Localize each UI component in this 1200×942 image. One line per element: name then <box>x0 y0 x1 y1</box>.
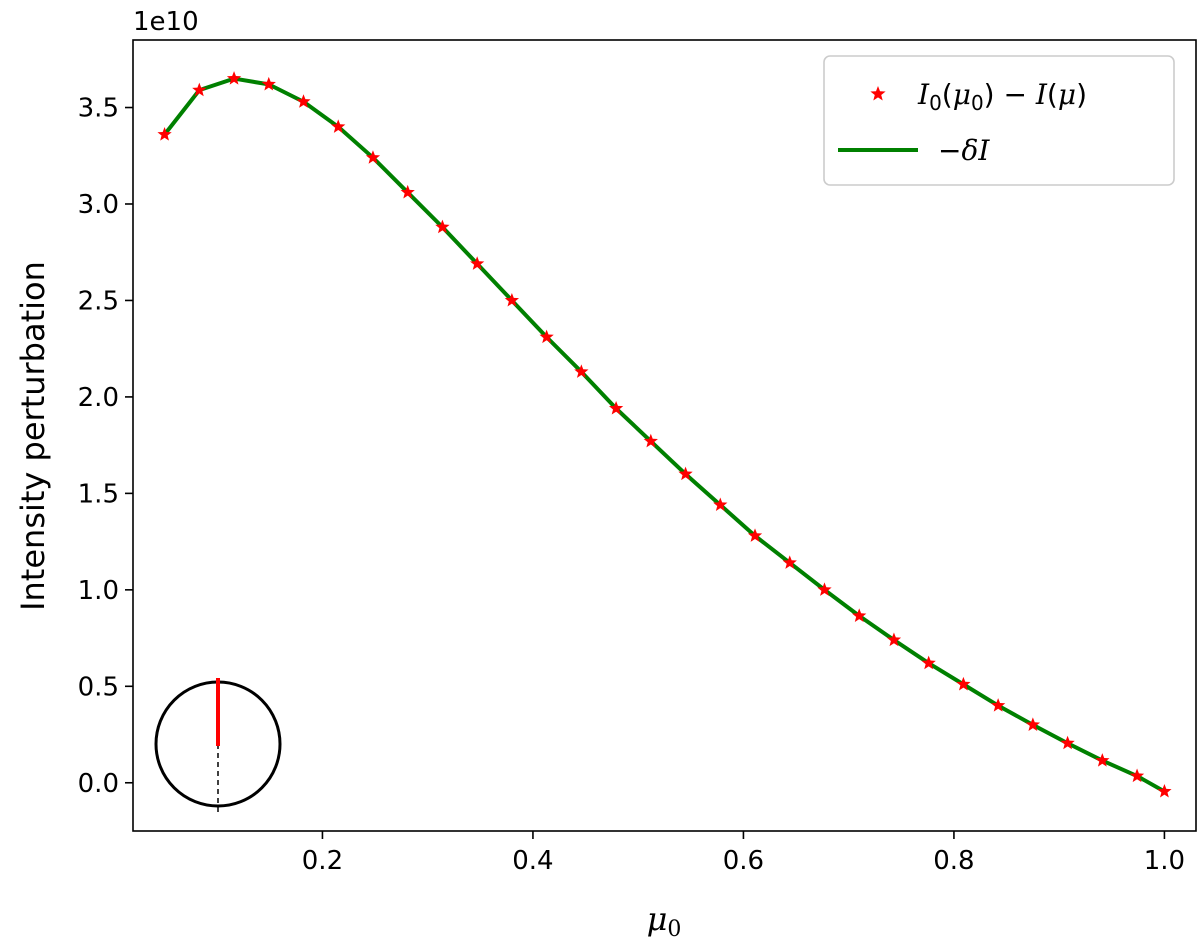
x-axis-ticks: 0.2 0.4 0.6 0.8 1.0 <box>302 831 1185 876</box>
series-marker-point <box>1129 768 1145 783</box>
y-tick-label: 2.5 <box>78 286 119 316</box>
series-marker-point <box>1025 717 1040 731</box>
series-marker-point <box>539 329 554 344</box>
series-marker-point <box>608 400 624 415</box>
legend-star-marker <box>870 86 886 101</box>
series-line-delta-i <box>162 76 1166 794</box>
series-marker-point <box>991 698 1006 712</box>
series-marker-point <box>296 94 311 108</box>
y-tick-label: 3.0 <box>78 190 119 220</box>
y-axis-ticks: 0.0 0.5 1.0 1.5 2.0 2.5 3.0 3.5 <box>78 94 133 799</box>
y-tick-label: 0.5 <box>78 672 119 702</box>
series-marker-point <box>643 433 658 448</box>
series-marker-point <box>331 119 346 133</box>
series-marker-point <box>226 71 242 85</box>
legend-entry-1: I0(μ0) − I(μ) <box>917 78 1087 115</box>
y-tick-label: 1.0 <box>78 576 119 606</box>
legend-box <box>823 55 1175 186</box>
series-line-group <box>162 76 1166 794</box>
legend-entry-2: −δI <box>938 134 990 167</box>
x-tick-label: 0.4 <box>512 846 553 876</box>
series-marker-point <box>713 497 728 512</box>
y-tick-label: 3.5 <box>78 94 119 124</box>
series-marker-point <box>261 76 276 91</box>
series-marker-point <box>192 82 207 97</box>
series-marker-point <box>747 528 763 542</box>
series-marker-point <box>574 364 589 378</box>
legend-star-glyph <box>870 86 886 101</box>
inset-disk-icon <box>154 678 282 812</box>
series-marker-point <box>956 676 971 691</box>
series-marker-point <box>678 466 693 481</box>
offset-text: 1e10 <box>133 7 199 37</box>
series-marker-point <box>782 555 797 569</box>
series-marker-point <box>817 582 832 596</box>
x-tick-label: 0.6 <box>723 846 764 876</box>
series-marker-point <box>886 632 902 647</box>
series-marker-point <box>365 150 381 164</box>
series-marker-point <box>157 127 172 141</box>
series-marker-point <box>1157 783 1172 798</box>
series-marker-point <box>852 608 867 622</box>
y-tick-label: 1.5 <box>78 479 119 509</box>
x-tick-label: 0.8 <box>933 846 974 876</box>
y-tick-label: 0.0 <box>78 769 119 799</box>
series-marker-point <box>921 655 936 670</box>
y-axis-label: Intensity perturbation <box>14 261 52 611</box>
series-markers-group <box>157 71 1172 798</box>
series-marker-point <box>400 184 415 199</box>
x-tick-label: 1.0 <box>1144 846 1185 876</box>
legend: I0(μ0) − I(μ) −δI <box>823 55 1175 186</box>
series-marker-point <box>1060 735 1075 750</box>
series-marker-point <box>1095 753 1110 767</box>
series-marker-point <box>470 256 485 270</box>
plot-area <box>132 39 1197 832</box>
series-marker-point <box>435 219 450 234</box>
x-tick-label: 0.2 <box>302 846 343 876</box>
x-axis-label: μ0 <box>647 900 682 942</box>
series-marker-point <box>504 292 520 307</box>
y-tick-label: 2.0 <box>78 383 119 413</box>
